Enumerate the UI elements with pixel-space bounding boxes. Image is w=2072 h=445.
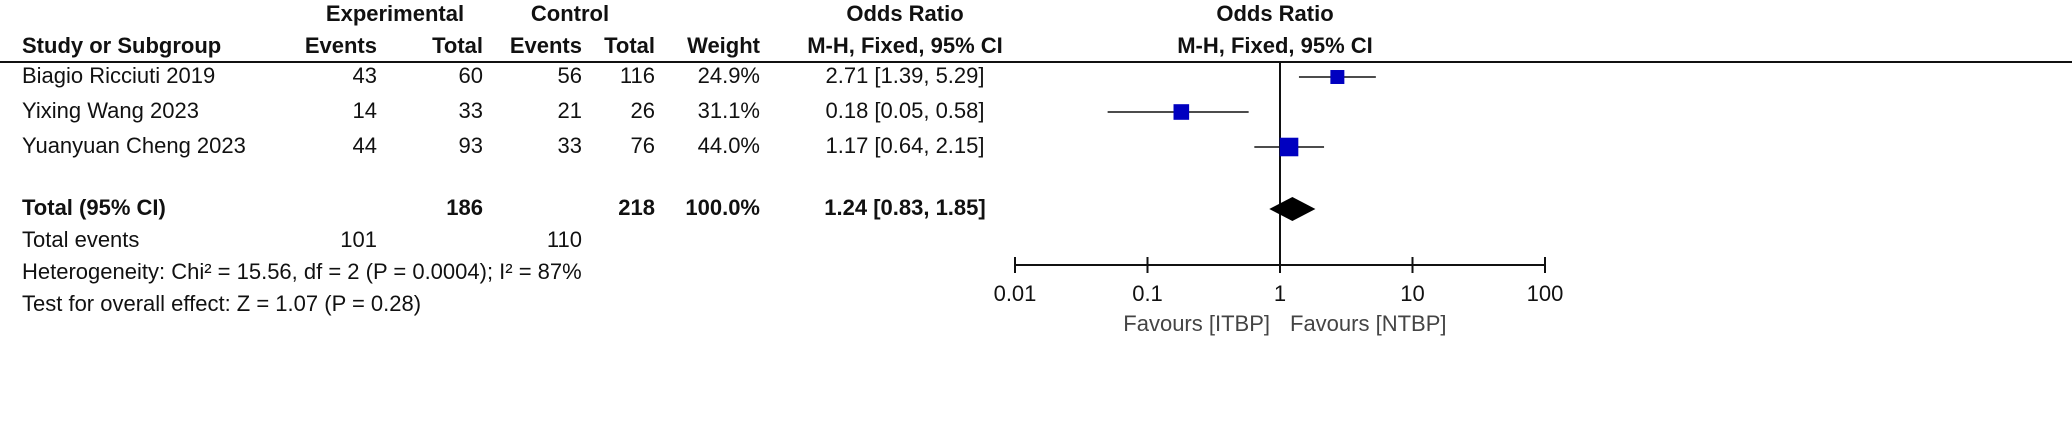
cell: 110 (547, 227, 582, 252)
favours-label: Favours [ITBP] (1123, 311, 1270, 336)
cell: 100.0% (685, 195, 760, 220)
study-name: Yuanyuan Cheng 2023 (22, 133, 246, 158)
cell: 76 (631, 133, 655, 158)
study-name: Biagio Ricciuti 2019 (22, 63, 215, 88)
group-header: Control (531, 1, 609, 26)
heterogeneity: Heterogeneity: Chi² = 15.56, df = 2 (P =… (22, 259, 582, 284)
column-header: Events (510, 33, 582, 58)
column-header: M-H, Fixed, 95% CI (807, 33, 1003, 58)
column-header: M-H, Fixed, 95% CI (1177, 33, 1373, 58)
total-diamond (1269, 197, 1316, 221)
ci-label: 1.17 [0.64, 2.15] (825, 133, 984, 158)
column-header: Events (305, 33, 377, 58)
cell: 26 (631, 98, 655, 123)
x-tick-label: 1 (1274, 281, 1286, 306)
cell: 56 (558, 63, 582, 88)
cell: 101 (340, 227, 377, 252)
cell: 31.1% (698, 98, 760, 123)
x-tick-label: 100 (1527, 281, 1564, 306)
total-events-label: Total events (22, 227, 139, 252)
x-tick-label: 10 (1400, 281, 1424, 306)
ci-label: 1.24 [0.83, 1.85] (824, 195, 985, 220)
cell: 33 (558, 133, 582, 158)
ci-label: 2.71 [1.39, 5.29] (825, 63, 984, 88)
cell: 33 (459, 98, 483, 123)
cell: 218 (618, 195, 655, 220)
cell: 186 (446, 195, 483, 220)
group-header: Experimental (326, 1, 464, 26)
cell: 116 (620, 63, 655, 88)
cell: 60 (459, 63, 483, 88)
cell: 24.9% (698, 63, 760, 88)
favours-label: Favours [NTBP] (1290, 311, 1446, 336)
cell: 43 (353, 63, 377, 88)
cell: 44.0% (698, 133, 760, 158)
column-header: Weight (687, 33, 761, 58)
cell: 93 (459, 133, 483, 158)
group-header: Odds Ratio (846, 1, 963, 26)
total-name: Total (95% CI) (22, 195, 166, 220)
ci-label: 0.18 [0.05, 0.58] (825, 98, 984, 123)
study-estimate (1279, 137, 1299, 157)
overall-effect: Test for overall effect: Z = 1.07 (P = 0… (22, 291, 421, 316)
group-header: Odds Ratio (1216, 1, 1333, 26)
cell: 21 (558, 98, 582, 123)
cell: 44 (353, 133, 377, 158)
study-estimate (1330, 70, 1345, 84)
column-header: Total (432, 33, 483, 58)
column-header: Study or Subgroup (22, 33, 221, 58)
x-tick-label: 0.01 (994, 281, 1037, 306)
cell: 14 (353, 98, 377, 123)
study-name: Yixing Wang 2023 (22, 98, 199, 123)
column-header: Total (604, 33, 655, 58)
study-estimate (1173, 104, 1190, 120)
x-tick-label: 0.1 (1132, 281, 1163, 306)
